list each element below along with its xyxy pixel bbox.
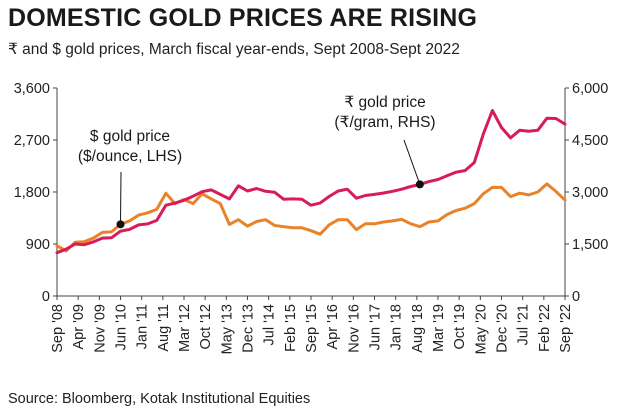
y-right-tick-label: 1,500 bbox=[572, 237, 608, 253]
x-tick-label: Nov '16 bbox=[346, 304, 362, 353]
x-tick-label: May '20 bbox=[473, 304, 489, 354]
x-tick-label: Mar '19 bbox=[431, 304, 447, 352]
x-tick-label: Sep '08 bbox=[50, 304, 66, 353]
x-tick-label: Jan '18 bbox=[389, 304, 405, 350]
annotation-leader-line bbox=[120, 171, 122, 225]
x-tick-label: Aug '11 bbox=[156, 304, 172, 352]
x-tick-label: Oct '12 bbox=[198, 304, 214, 349]
y-left-tick-label: 1,800 bbox=[14, 185, 50, 201]
annotation-point bbox=[415, 180, 424, 189]
x-tick-label: Jul '14 bbox=[262, 304, 278, 345]
series-line-usd bbox=[55, 182, 567, 253]
y-left-tick-label: 900 bbox=[26, 237, 50, 253]
y-right-tick-label: 4,500 bbox=[572, 133, 608, 149]
chart-title: DOMESTIC GOLD PRICES ARE RISING bbox=[8, 4, 478, 32]
x-tick-label: Nov '09 bbox=[92, 304, 108, 353]
x-tick-label: Apr '16 bbox=[325, 304, 341, 350]
annotation-label: (₹/gram, RHS) bbox=[334, 114, 435, 131]
annotation-label: ₹ gold price bbox=[344, 94, 425, 111]
x-tick-label: Feb '15 bbox=[283, 304, 299, 352]
series-line-inr bbox=[55, 109, 567, 255]
annotation-leader-line bbox=[403, 139, 421, 185]
source-note: Source: Bloomberg, Kotak Institutional E… bbox=[8, 391, 311, 407]
x-tick-label: Aug '18 bbox=[410, 304, 426, 353]
x-tick-label: Feb '22 bbox=[537, 304, 553, 352]
annotation-label: $ gold price bbox=[90, 128, 170, 145]
y-left-tick-label: 0 bbox=[42, 289, 50, 305]
x-tick-label: Jun '17 bbox=[368, 304, 384, 350]
x-tick-label: Dec '13 bbox=[241, 304, 257, 353]
y-left-tick-label: 3,600 bbox=[14, 81, 50, 97]
chart-subtitle: ₹ and $ gold prices, March fiscal year-e… bbox=[8, 41, 460, 58]
x-tick-label: Jul '21 bbox=[516, 304, 532, 345]
annotation-label: ($/ounce, LHS) bbox=[78, 148, 182, 165]
x-tick-label: Sep '15 bbox=[304, 304, 320, 353]
y-right-tick-label: 3,000 bbox=[572, 185, 608, 201]
x-tick-label: Apr '09 bbox=[71, 304, 87, 350]
y-right-tick-label: 0 bbox=[572, 289, 580, 305]
x-tick-label: May '13 bbox=[219, 304, 235, 354]
x-tick-label: Oct '19 bbox=[452, 304, 468, 349]
x-tick-label: Jun '10 bbox=[114, 304, 130, 350]
x-tick-label: Sep '22 bbox=[558, 304, 574, 353]
y-right-tick-label: 6,000 bbox=[572, 81, 608, 97]
x-tick-label: Mar '12 bbox=[177, 304, 193, 352]
x-tick-label: Jan '11 bbox=[135, 304, 151, 349]
x-tick-label: Dec '20 bbox=[495, 304, 511, 353]
annotation-point bbox=[116, 220, 125, 229]
y-left-tick-label: 2,700 bbox=[14, 133, 50, 149]
